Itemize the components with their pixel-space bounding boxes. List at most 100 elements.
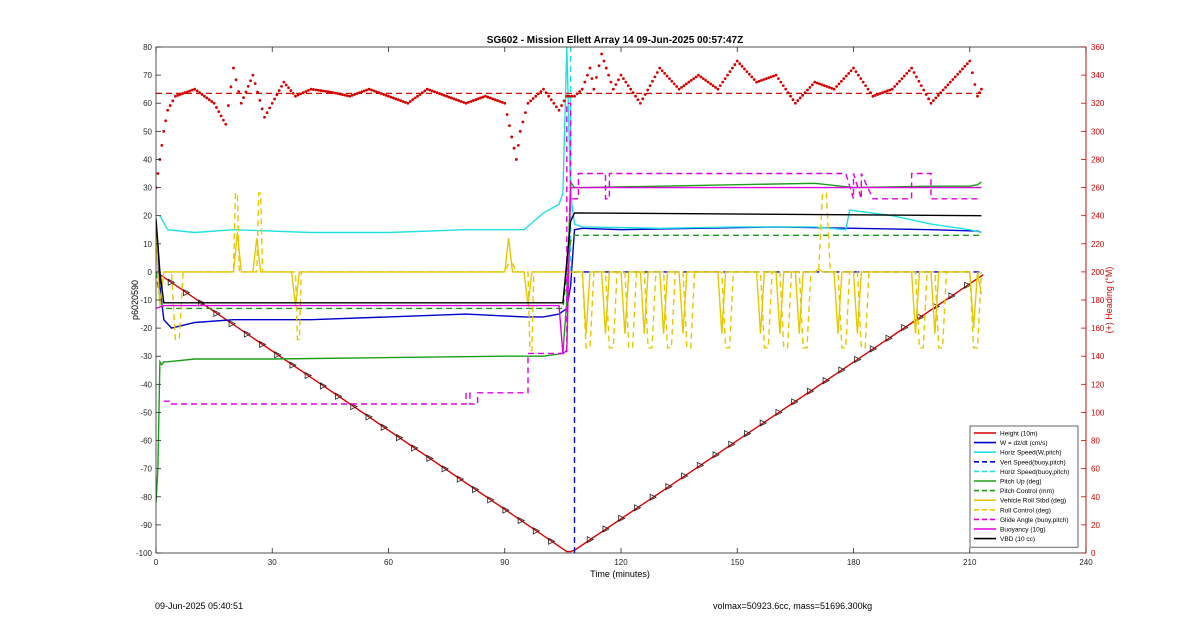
heading-point [827, 86, 831, 89]
heading-point [452, 97, 456, 101]
heading-point [682, 84, 686, 88]
heading-point [961, 67, 964, 71]
y2-tick-label: 100 [1091, 408, 1105, 417]
heading-point [917, 79, 921, 83]
heading-point [728, 70, 732, 73]
series-line-glide-angle-buoy-pitch- [163, 102, 982, 405]
heading-point [738, 62, 742, 66]
heading-point [343, 93, 347, 97]
heading-point [237, 90, 241, 93]
y2-tick-label: 320 [1091, 99, 1105, 108]
height-marker [365, 413, 373, 421]
heading-point [552, 101, 556, 105]
y2-tick-label: 80 [1091, 437, 1100, 446]
heading-point [309, 87, 313, 91]
heading-point [847, 71, 851, 75]
height-marker [917, 313, 925, 321]
heading-point [786, 91, 790, 95]
height-marker [838, 366, 846, 374]
heading-point [270, 101, 274, 105]
height-marker [665, 482, 673, 491]
heading-point [382, 93, 386, 96]
x-tick-label: 120 [614, 558, 628, 567]
heading-point [798, 96, 802, 100]
heading-point [251, 73, 255, 77]
heading-point [583, 80, 587, 84]
height-marker [901, 324, 909, 332]
y-tick-label: -20 [140, 324, 152, 333]
heading-point [929, 101, 933, 105]
heading-point [876, 93, 880, 96]
heading-point [580, 87, 584, 91]
heading-point [660, 69, 664, 73]
height-marker [649, 493, 658, 501]
heading-point [190, 88, 194, 92]
y-tick-label: 10 [143, 240, 152, 249]
heading-point [970, 71, 974, 75]
heading-point [210, 100, 214, 103]
series-line-vehicle-roll-stbd-deg- [156, 229, 983, 334]
heading-point [222, 118, 225, 122]
heading-point [718, 84, 722, 88]
heading-point [514, 158, 518, 161]
heading-point [641, 97, 645, 101]
heading-point [733, 63, 737, 66]
heading-point [181, 92, 185, 95]
heading-point [457, 99, 461, 102]
heading-point [767, 76, 771, 80]
heading-point [830, 86, 834, 90]
heading-point [162, 129, 166, 133]
series-line-horiz-speed-w-pitch- [159, 47, 982, 234]
heading-point [394, 97, 398, 101]
height-marker [618, 514, 626, 523]
heading-point [469, 100, 473, 103]
height-marker [213, 309, 221, 317]
y-tick-label: -50 [140, 408, 152, 417]
heading-point [355, 92, 359, 95]
heading-point [586, 73, 589, 77]
heading-point [360, 90, 364, 94]
y-tick-label: 70 [143, 71, 152, 80]
height-marker [167, 278, 176, 286]
height-marker [681, 472, 689, 480]
heading-point [956, 72, 960, 76]
heading-point [193, 87, 197, 91]
heading-point [203, 94, 206, 98]
height-marker [712, 451, 720, 459]
heading-point [391, 96, 395, 100]
heading-point [307, 88, 310, 92]
heading-point [244, 90, 248, 94]
height-marker [350, 402, 358, 411]
heading-point [273, 97, 276, 101]
y2-tick-label: 20 [1091, 521, 1100, 530]
series-line-roll-control-deg- [163, 192, 983, 352]
heading-point [333, 91, 337, 95]
heading-point [421, 91, 424, 95]
heading-point [902, 74, 906, 78]
heading-point [614, 83, 618, 86]
heading-point [689, 78, 693, 82]
heading-point [634, 94, 637, 98]
heading-point [433, 90, 436, 94]
footer-timestamp: 09-Jun-2025 05:40:51 [155, 601, 244, 611]
y-tick-label: -30 [140, 352, 152, 361]
heading-point [791, 98, 795, 102]
heading-point [544, 91, 548, 95]
heading-point [328, 90, 332, 94]
height-marker [775, 408, 783, 417]
heading-point [529, 99, 532, 103]
heading-point [764, 77, 768, 81]
heading-point [425, 87, 429, 91]
heading-point [253, 82, 257, 85]
heading-point [590, 77, 594, 81]
heading-point [521, 120, 525, 124]
heading-point [706, 80, 710, 84]
heading-point [953, 75, 957, 79]
heading-point [888, 88, 892, 92]
heading-point [762, 78, 766, 81]
heading-point [350, 93, 354, 97]
heading-point [183, 91, 187, 95]
heading-point [284, 83, 288, 87]
heading-point [219, 114, 223, 118]
heading-point [760, 78, 763, 82]
